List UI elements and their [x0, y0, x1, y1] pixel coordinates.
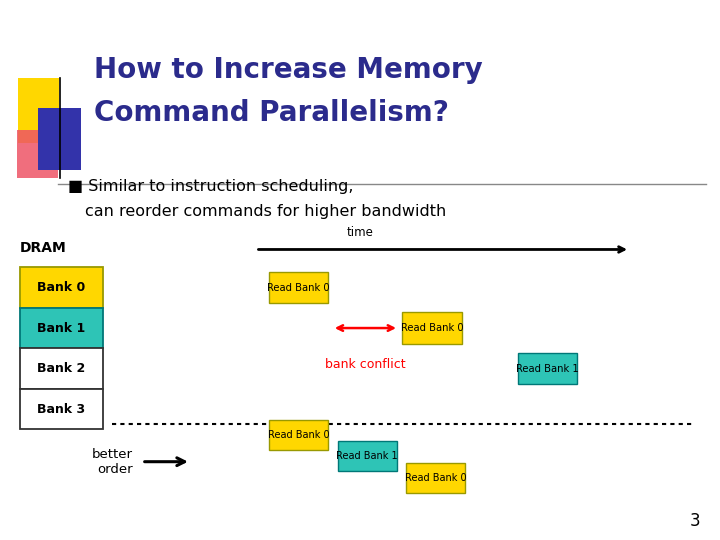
FancyBboxPatch shape [18, 78, 59, 143]
Text: time: time [346, 226, 374, 239]
Text: Bank 0: Bank 0 [37, 281, 86, 294]
FancyBboxPatch shape [402, 312, 462, 344]
Text: Read Bank 0: Read Bank 0 [268, 282, 330, 293]
FancyBboxPatch shape [20, 389, 103, 429]
Text: Bank 1: Bank 1 [37, 321, 86, 335]
Text: Read Bank 1: Read Bank 1 [336, 451, 398, 461]
FancyBboxPatch shape [518, 353, 577, 384]
FancyBboxPatch shape [269, 272, 328, 303]
FancyBboxPatch shape [338, 442, 397, 471]
Text: Read Bank 0: Read Bank 0 [268, 430, 330, 440]
FancyBboxPatch shape [38, 108, 81, 170]
Text: Bank 2: Bank 2 [37, 362, 86, 375]
Text: better
order: better order [92, 448, 133, 476]
FancyBboxPatch shape [269, 420, 328, 449]
FancyBboxPatch shape [20, 308, 103, 348]
FancyBboxPatch shape [17, 130, 58, 178]
Text: How to Increase Memory: How to Increase Memory [94, 56, 482, 84]
Text: Read Bank 1: Read Bank 1 [516, 363, 579, 374]
Text: can reorder commands for higher bandwidth: can reorder commands for higher bandwidt… [85, 204, 446, 219]
Text: ■ Similar to instruction scheduling,: ■ Similar to instruction scheduling, [68, 179, 354, 194]
Text: Command Parallelism?: Command Parallelism? [94, 99, 449, 127]
Text: Read Bank 0: Read Bank 0 [401, 323, 463, 333]
Text: bank conflict: bank conflict [325, 357, 405, 371]
FancyBboxPatch shape [406, 463, 465, 492]
Text: 3: 3 [689, 512, 700, 530]
Text: Read Bank 0: Read Bank 0 [405, 473, 467, 483]
Text: Bank 3: Bank 3 [37, 402, 86, 416]
Text: DRAM: DRAM [20, 241, 67, 255]
FancyBboxPatch shape [20, 267, 103, 308]
FancyBboxPatch shape [20, 348, 103, 389]
